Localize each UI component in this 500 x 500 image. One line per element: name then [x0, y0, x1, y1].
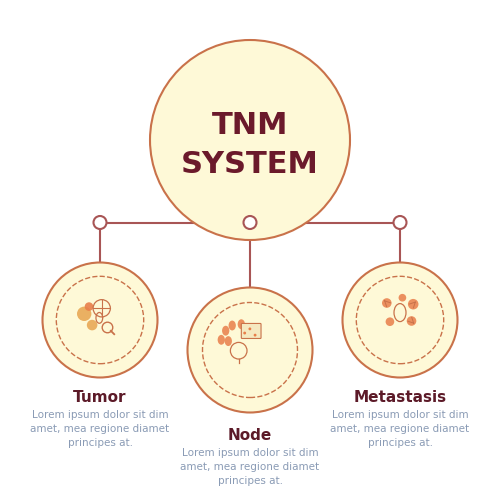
Circle shape: [342, 262, 458, 378]
Circle shape: [87, 320, 98, 330]
Text: Tumor: Tumor: [73, 390, 127, 405]
Text: Lorem ipsum dolor sit dim
amet, mea regione diamet
principes at.: Lorem ipsum dolor sit dim amet, mea regi…: [30, 410, 170, 448]
Text: TNM: TNM: [212, 112, 288, 140]
Circle shape: [244, 216, 256, 229]
Circle shape: [188, 288, 312, 412]
Circle shape: [42, 262, 158, 378]
Circle shape: [394, 216, 406, 229]
Circle shape: [248, 328, 252, 330]
Circle shape: [406, 316, 416, 326]
Text: Lorem ipsum dolor sit dim
amet, mea regione diamet
principes at.: Lorem ipsum dolor sit dim amet, mea regi…: [180, 448, 320, 486]
Text: SYSTEM: SYSTEM: [181, 150, 319, 178]
Ellipse shape: [222, 326, 230, 336]
Circle shape: [243, 332, 246, 334]
Ellipse shape: [238, 320, 245, 329]
Ellipse shape: [218, 335, 225, 344]
Circle shape: [94, 216, 106, 229]
Circle shape: [408, 299, 418, 310]
Circle shape: [386, 318, 394, 326]
Text: Lorem ipsum dolor sit dim
amet, mea regione diamet
principes at.: Lorem ipsum dolor sit dim amet, mea regi…: [330, 410, 469, 448]
Ellipse shape: [228, 320, 236, 330]
Circle shape: [382, 298, 392, 308]
Circle shape: [84, 302, 94, 311]
Text: Node: Node: [228, 428, 272, 442]
Circle shape: [398, 294, 406, 302]
Ellipse shape: [224, 336, 232, 346]
Text: Metastasis: Metastasis: [354, 390, 446, 405]
FancyBboxPatch shape: [242, 324, 261, 338]
Circle shape: [254, 334, 256, 336]
Circle shape: [150, 40, 350, 240]
Circle shape: [77, 306, 92, 321]
